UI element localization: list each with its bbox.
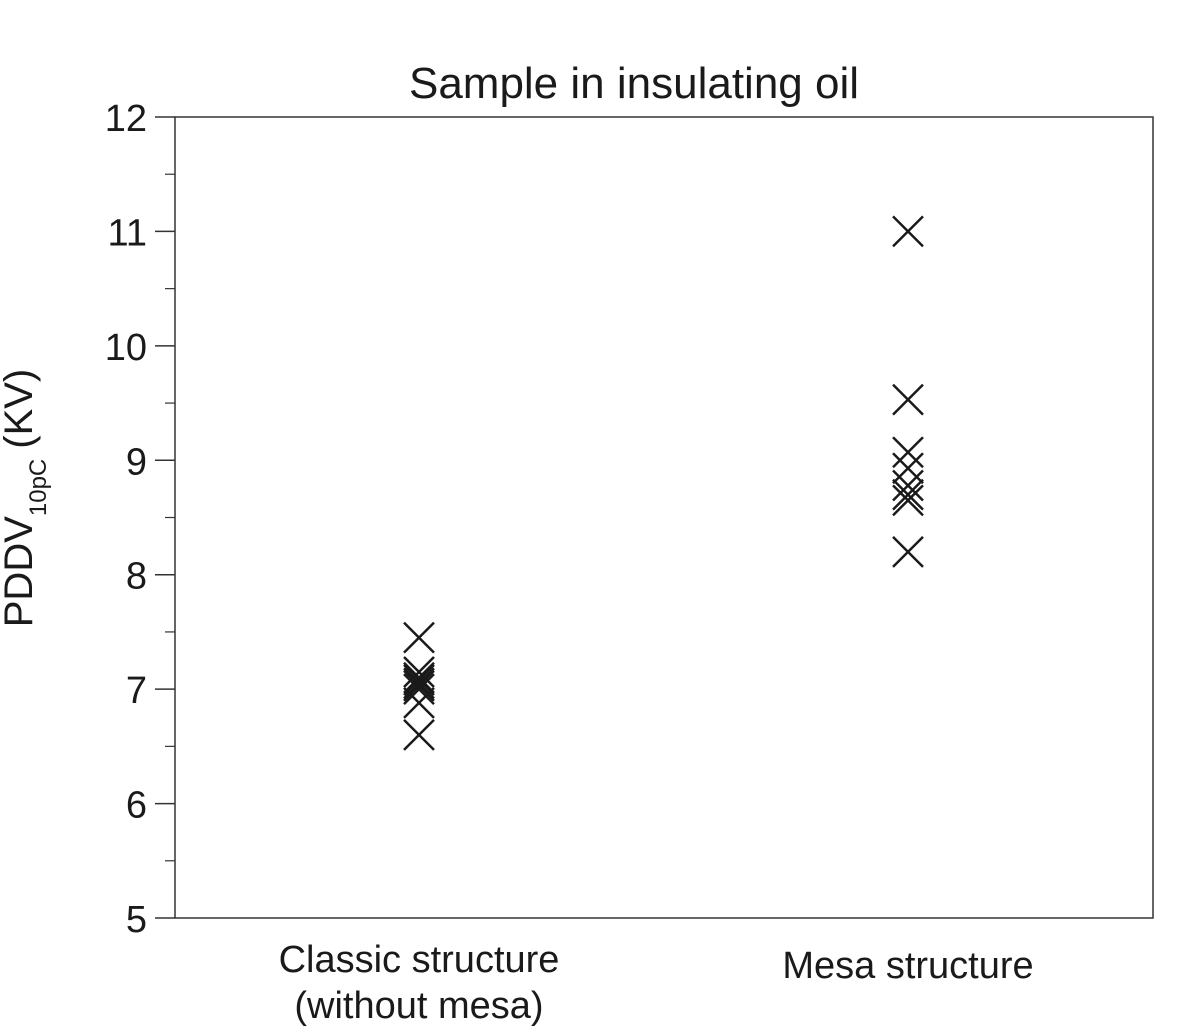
x-category-label: Classic structure (279, 939, 560, 981)
marker-stroke (403, 686, 435, 719)
data-point-x-marker (892, 535, 924, 568)
marker-stroke (403, 719, 435, 751)
x-category-label: (without mesa) (294, 985, 543, 1027)
y-tick-label: 8 (126, 556, 147, 598)
data-point-x-marker (403, 621, 435, 654)
data-point-x-marker (892, 484, 924, 517)
data-point-x-marker (403, 664, 435, 696)
data-point-x-marker (892, 478, 924, 511)
y-axis-label-main: PDDV (0, 516, 41, 627)
x-axis: Classic structure(without mesa) Mesa stru… (279, 939, 1034, 1027)
data-point-x-marker (892, 436, 924, 469)
marker-stroke (403, 656, 435, 688)
marker-stroke (403, 621, 435, 654)
data-points (403, 215, 924, 751)
y-tick-label: 10 (105, 327, 147, 369)
marker-stroke (403, 661, 435, 694)
y-axis-label-subscript: 10pC (25, 459, 52, 516)
y-axis-label-unit: (KV) (0, 369, 41, 449)
y-axis: 5 6 7 8 9 10 11 12 (105, 98, 175, 941)
marker-stroke (892, 452, 924, 485)
y-tick-label: 7 (126, 670, 147, 712)
y-tick-label: 9 (126, 441, 147, 483)
marker-stroke (892, 383, 924, 416)
marker-stroke (892, 535, 924, 568)
chart-title: Sample in insulating oil (409, 59, 859, 108)
marker-stroke (892, 215, 924, 248)
marker-stroke (403, 664, 435, 696)
y-axis-label: PDDV10pC (KV) (0, 369, 52, 628)
data-point-x-marker (403, 661, 435, 694)
marker-stroke (403, 669, 435, 702)
marker-stroke (892, 436, 924, 469)
plot-frame (174, 116, 1154, 919)
data-point-x-marker (403, 673, 435, 706)
data-point-x-marker (892, 215, 924, 248)
data-point-x-marker (403, 686, 435, 719)
marker-stroke (892, 484, 924, 517)
marker-stroke (403, 673, 435, 706)
y-tick-label: 12 (105, 98, 147, 140)
data-point-x-marker (892, 452, 924, 485)
y-tick-label: 11 (108, 212, 147, 254)
x-category-label: Mesa structure (782, 945, 1033, 987)
data-point-x-marker (403, 719, 435, 751)
data-point-x-marker (892, 383, 924, 416)
y-tick-label: 5 (126, 899, 147, 941)
data-point-x-marker (403, 669, 435, 702)
y-tick-label: 6 (126, 785, 147, 827)
data-point-x-marker (892, 469, 924, 502)
data-point-x-marker (403, 656, 435, 688)
marker-stroke (892, 478, 924, 511)
marker-stroke (892, 469, 924, 502)
